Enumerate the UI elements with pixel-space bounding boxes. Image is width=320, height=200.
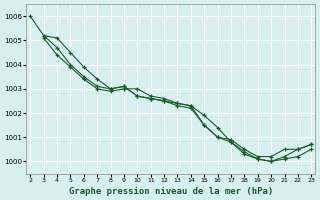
X-axis label: Graphe pression niveau de la mer (hPa): Graphe pression niveau de la mer (hPa) xyxy=(69,187,273,196)
